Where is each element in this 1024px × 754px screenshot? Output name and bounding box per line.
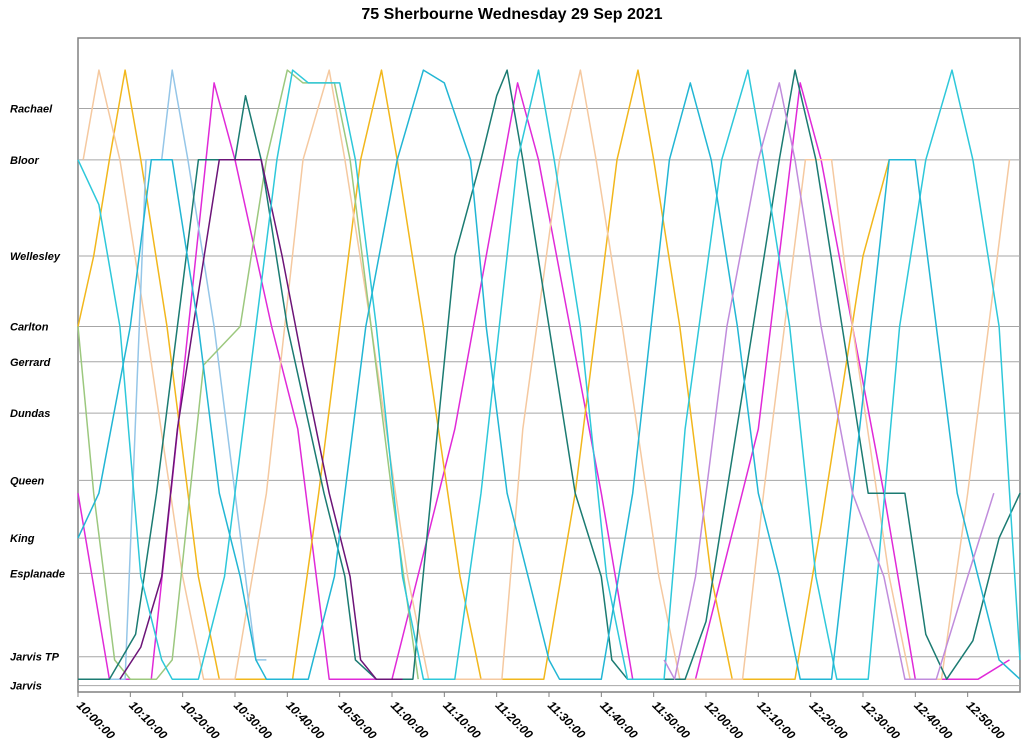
series-line-9 [77,69,1021,680]
x-tick-label: 12:50:00 [964,698,1008,742]
x-tick-label: 11:00:00 [388,698,431,741]
x-tick-label: 12:00:00 [702,698,746,742]
chart-title: 75 Sherbourne Wednesday 29 Sep 2021 [361,6,663,23]
x-tick-label: 10:30:00 [231,698,275,742]
plot-frame [77,37,1021,693]
x-tick-label: 11:40:00 [597,698,640,741]
series-line-3 [82,69,1011,680]
x-tick-label: 10:20:00 [179,698,223,742]
x-tick-label: 10:00:00 [74,698,118,742]
series-line-1 [77,82,1010,680]
x-tick-label: 10:40:00 [283,698,327,742]
series-lines [77,69,1021,680]
x-tick-label: 12:40:00 [911,698,955,742]
x-tick-label: 11:10:00 [440,698,483,741]
series-line-7 [119,159,403,680]
y-tick-label: Jarvis TP [10,652,60,664]
y-tick-label: Rachael [10,104,53,116]
grid-lines [78,108,1020,687]
y-tick-label: Gerrard [10,357,51,369]
x-tick-label: 11:30:00 [545,698,588,741]
x-tick-label: 10:50:00 [336,698,380,742]
y-tick-label: Bloor [10,155,39,167]
y-tick-label: Queen [10,475,45,487]
y-tick-label: Wellesley [10,251,61,263]
y-tick-labels: Rachael Bloor Wellesley Carlton Gerrard Dunda… [10,104,65,693]
y-tick-label: King [10,533,35,545]
series-line-6 [78,69,1021,680]
x-tick-labels: 10:00:00 10:10:00 10:20:00 10:30:00 10:40:00… [74,692,1008,742]
x-tick-label: 10:10:00 [126,698,170,742]
y-tick-label: Jarvis [10,681,42,693]
x-tick-label: 12:10:00 [754,698,798,742]
x-tick-label: 12:30:00 [859,698,903,742]
x-tick-label: 12:20:00 [807,698,851,742]
series-line-8 [77,69,1021,680]
y-tick-label: Carlton [10,322,49,334]
series-line-2 [77,69,916,680]
x-tick-label: 11:20:00 [493,698,536,741]
x-tick-label: 11:50:00 [650,698,693,741]
series-line-5 [77,69,419,680]
series-line-4 [78,69,267,680]
y-tick-label: Dundas [10,408,50,420]
series-line-10 [663,82,995,680]
y-tick-label: Esplanade [10,568,65,580]
